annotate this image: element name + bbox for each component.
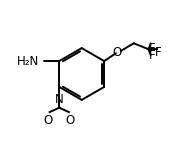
- Text: F: F: [149, 42, 156, 55]
- Text: O: O: [113, 46, 122, 59]
- Text: F: F: [149, 49, 156, 62]
- Text: F: F: [154, 46, 161, 59]
- Text: N: N: [55, 93, 64, 106]
- Text: O: O: [66, 114, 75, 127]
- Text: H₂N: H₂N: [17, 55, 39, 67]
- Text: O: O: [44, 114, 53, 127]
